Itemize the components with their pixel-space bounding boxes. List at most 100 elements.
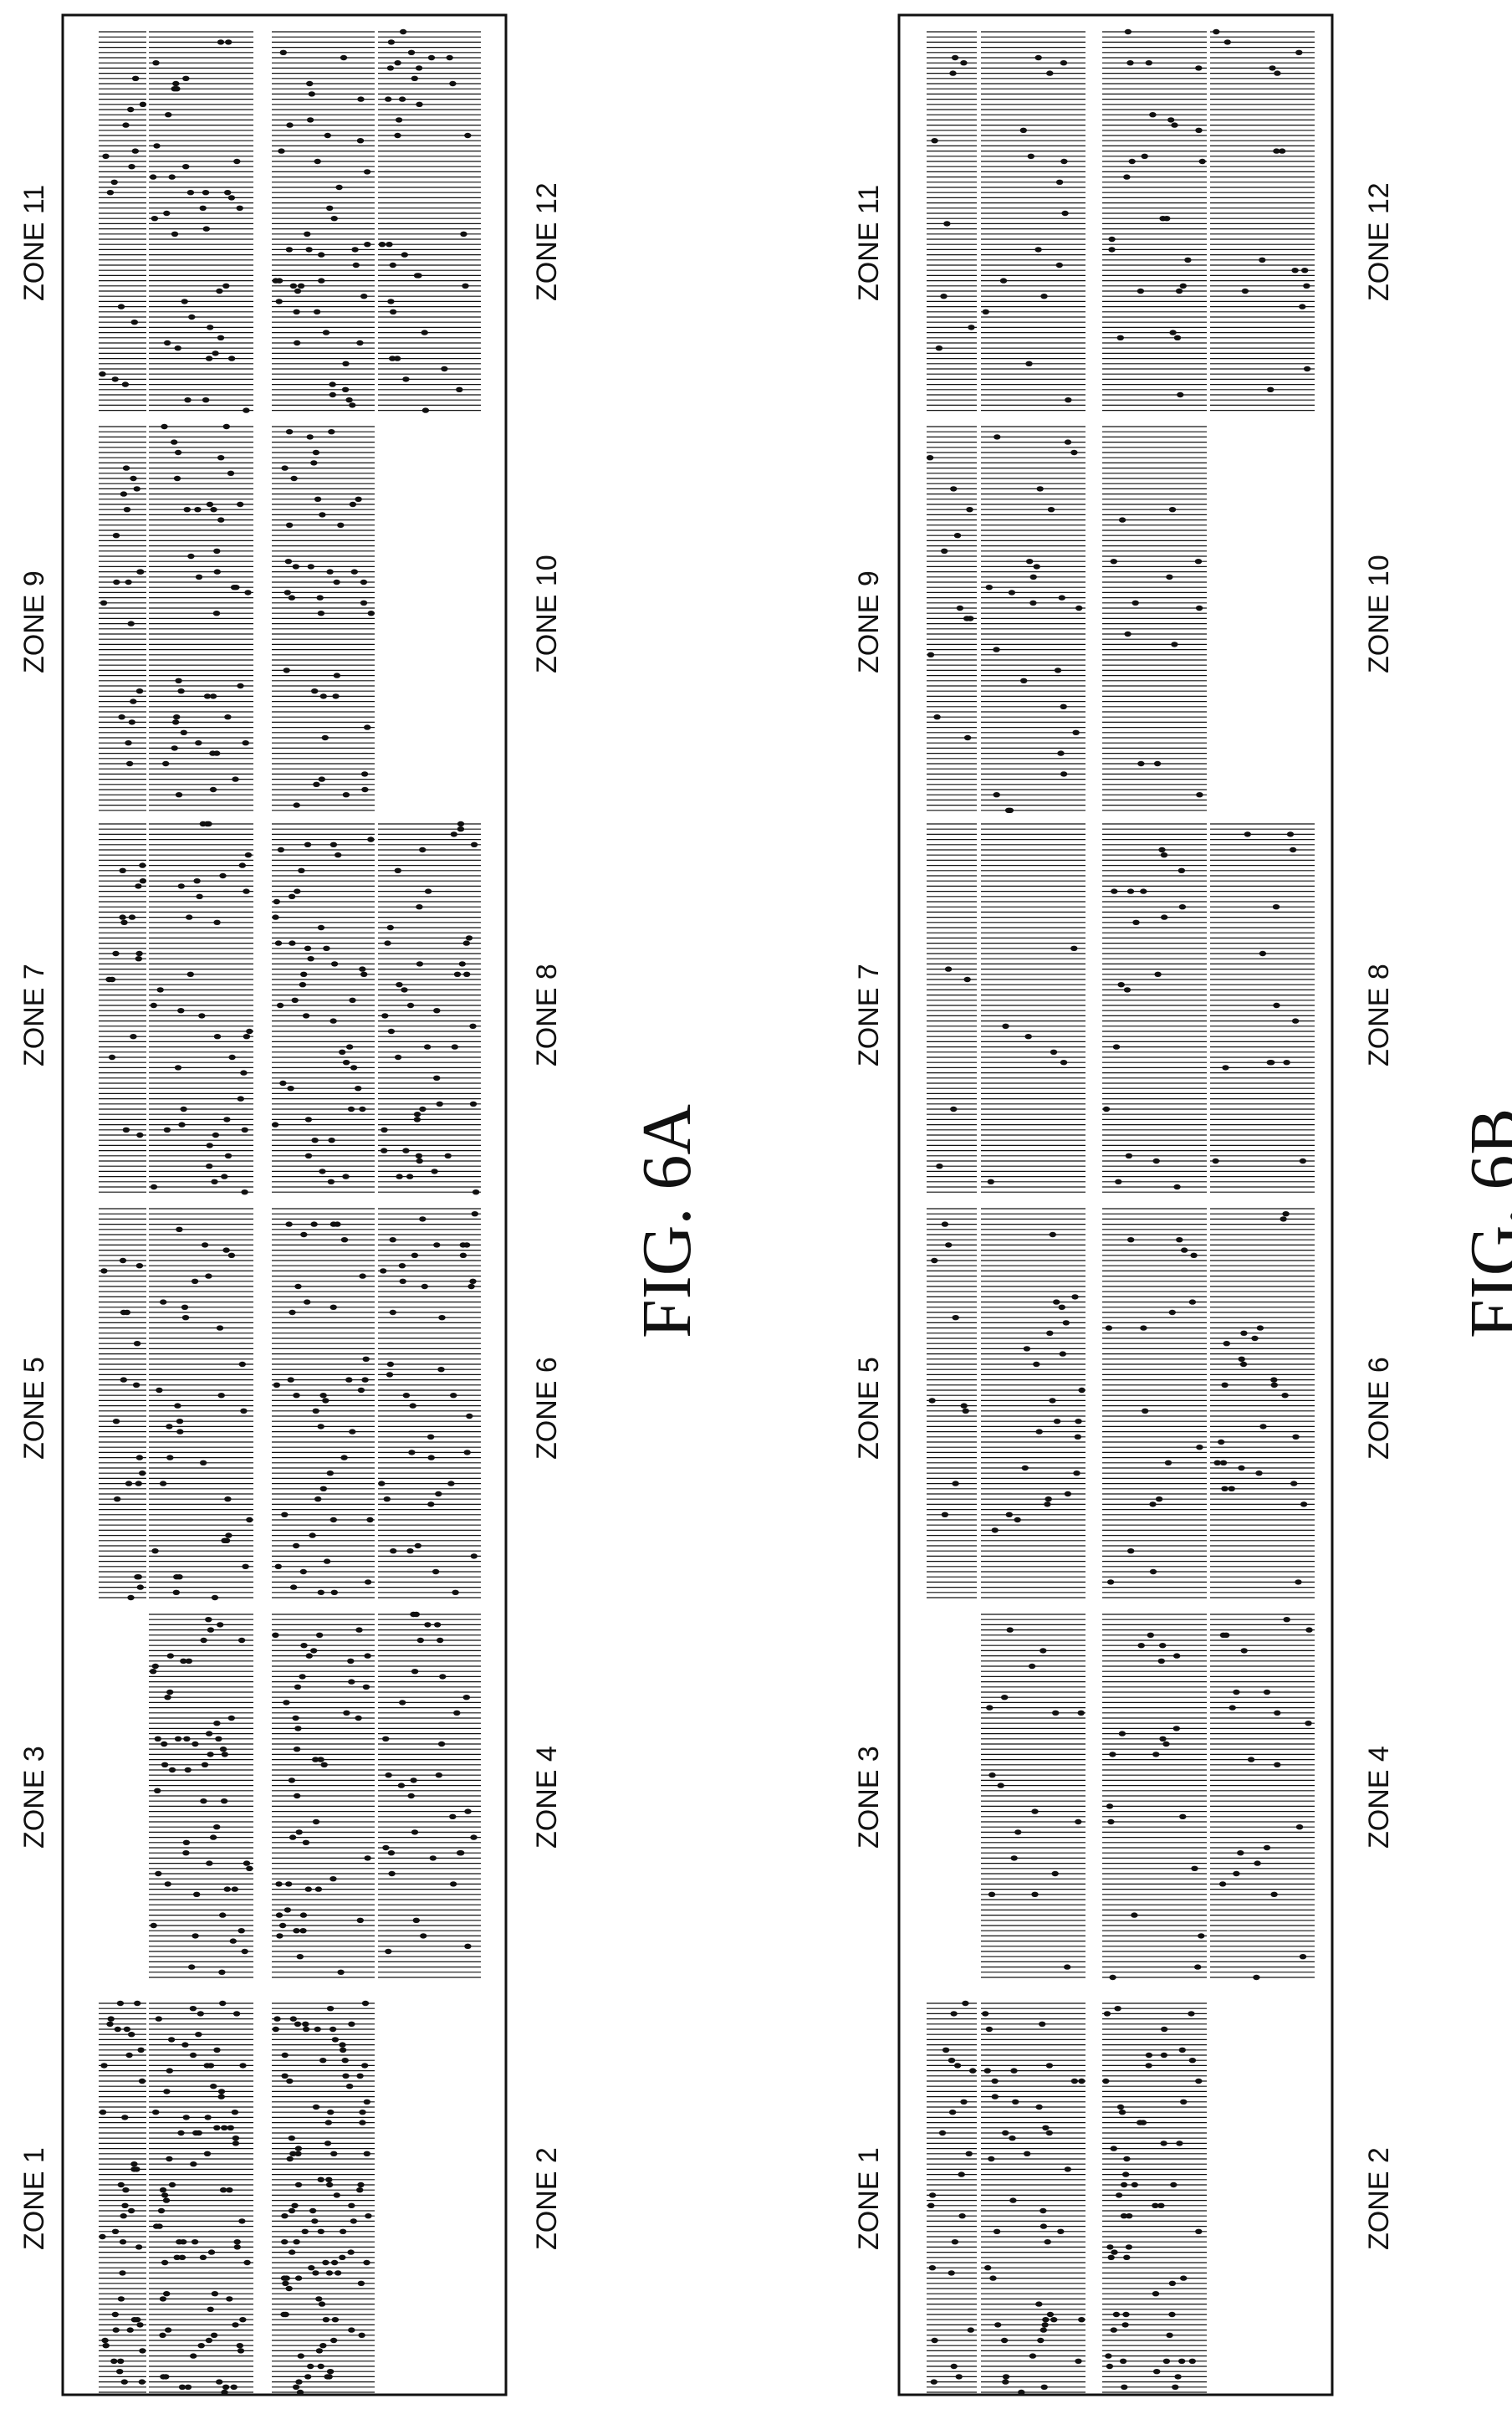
marker-dot [1160,2140,1167,2146]
marker-dot [464,1808,472,1814]
marker-dot [120,1377,127,1383]
marker-dot [233,2239,241,2245]
figure-6b-zone-labels-bottom: ZONE 2 ZONE 4 ZONE 6 ZONE 8 ZONE 10 ZONE… [1363,182,1395,2250]
marker-dot [1058,1304,1066,1311]
marker-dot [288,2207,296,2214]
marker-dot [357,96,365,102]
marker-dot [962,1408,969,1414]
marker-dot [342,2073,350,2079]
marker-dot [243,407,250,413]
marker-dot [944,966,953,972]
marker-dot [182,164,190,170]
marker-dot [324,132,331,139]
marker-dot [411,1829,419,1835]
marker-dot [317,2363,324,2370]
marker-dot [438,1315,446,1321]
marker-dot [330,2151,338,2156]
marker-dot [175,792,183,798]
marker-dot [122,122,130,128]
marker-dot [121,2115,129,2120]
marker-dot [988,1772,996,1778]
marker-dot [472,1189,480,1195]
marker-dot [1267,386,1274,392]
marker-dot [306,117,314,123]
marker-dot [294,2151,302,2156]
marker-dot [127,1594,135,1601]
marker-dot [1125,2244,1133,2250]
marker-dot [186,971,194,978]
marker-dot [953,533,962,539]
marker-dot [330,2259,339,2266]
marker-dot [305,1653,313,1659]
marker-dot [238,1361,246,1368]
marker-dot [166,2068,173,2074]
marker-dot [1046,70,1054,76]
marker-dot [381,1127,388,1133]
marker-dot [1256,1325,1264,1331]
marker-dot [1145,2063,1152,2069]
marker-dot [224,1496,232,1502]
marker-dot [112,1419,120,1424]
line-block [149,821,253,1195]
marker-dot [212,611,221,616]
marker-dot [199,2254,207,2260]
marker-dot [931,2337,938,2344]
marker-dot [1149,1501,1157,1507]
marker-dot [1164,1460,1172,1466]
marker-dot [117,2181,125,2188]
marker-dot [274,940,283,946]
marker-dot [233,158,241,165]
marker-dot [1051,1870,1059,1877]
marker-dot [206,501,214,508]
marker-dot [213,548,221,554]
marker-dot [116,2369,124,2375]
line-block [1102,2002,1207,2393]
marker-dot [960,60,968,66]
marker-dot [224,714,232,720]
marker-dot [205,2337,213,2344]
marker-dot [299,1568,307,1575]
marker-dot [950,2363,958,2370]
marker-dot [317,2176,324,2182]
marker-dot [1057,750,1065,756]
marker-dot [168,1767,176,1773]
marker-dot [1123,987,1131,993]
marker-dot [178,2254,186,2260]
marker-dot [1108,247,1116,253]
marker-dot [328,1138,335,1143]
marker-dot [278,1922,287,1929]
marker-dot [118,714,125,720]
marker-dot [1152,1158,1160,1164]
marker-dot [341,2058,349,2064]
marker-dot [470,1834,478,1840]
marker-dot [1061,210,1069,217]
marker-dot [318,2301,326,2307]
marker-dot [314,496,322,502]
marker-dot [285,429,294,435]
zone-8-label: ZONE 8 [1363,964,1395,1066]
marker-dot [363,2151,370,2156]
marker-dot [136,1132,144,1138]
marker-dot [364,724,371,730]
marker-dot [1286,831,1295,837]
marker-dot [1238,1465,1245,1471]
marker-dot [177,883,185,889]
marker-dot [413,1112,421,1118]
marker-dot [1213,1460,1221,1466]
marker-dot [339,2042,346,2048]
marker-dot [207,2306,214,2312]
marker-dot [1168,1309,1177,1316]
marker-dot [163,210,171,217]
marker-dot [217,517,225,523]
marker-dot [1270,1891,1278,1897]
marker-dot [349,501,357,508]
marker-dot [106,2021,114,2027]
marker-dot [1012,2099,1019,2105]
marker-dot [128,719,135,725]
marker-dot [436,1101,443,1107]
marker-dot [174,1736,182,1742]
marker-dot [283,667,290,673]
marker-dot [176,2239,183,2245]
marker-dot [1176,1237,1183,1243]
marker-dot [288,1777,296,1783]
